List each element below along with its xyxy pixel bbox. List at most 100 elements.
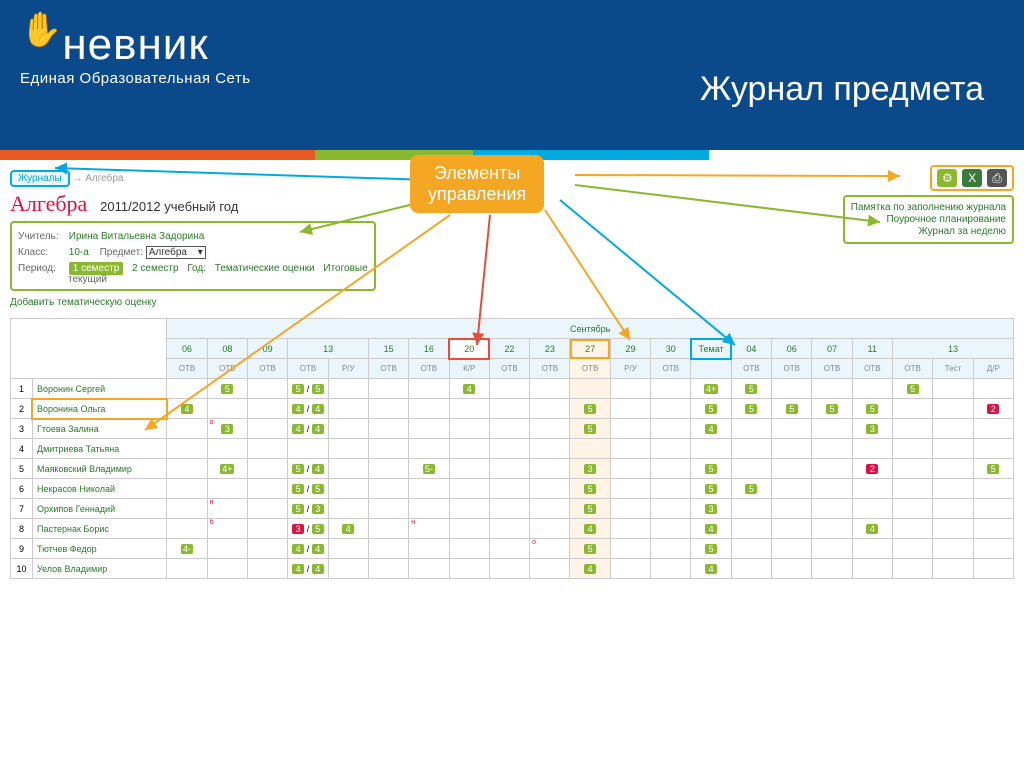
student-name[interactable]: Гтоева Залина — [32, 419, 166, 439]
grade-cell[interactable] — [691, 439, 731, 459]
grade-cell[interactable]: 5 / 5 — [288, 479, 328, 499]
grade-cell[interactable] — [892, 419, 932, 439]
grade-cell[interactable]: 5 — [812, 399, 852, 419]
grade-cell[interactable]: 5 — [772, 399, 812, 419]
grade-cell[interactable] — [651, 559, 691, 579]
date-header[interactable]: 04 — [731, 339, 771, 359]
grade-cell[interactable] — [530, 479, 570, 499]
grade-cell[interactable]: 5 — [207, 379, 247, 399]
grade-cell[interactable]: 4 — [691, 419, 731, 439]
grade-cell[interactable] — [167, 499, 207, 519]
grade-cell[interactable] — [892, 519, 932, 539]
grade-cell[interactable]: 4- — [167, 539, 207, 559]
date-header[interactable]: 30 — [651, 339, 691, 359]
grade-cell[interactable] — [328, 459, 368, 479]
grade-cell[interactable] — [489, 459, 529, 479]
grade-cell[interactable]: 5 — [892, 379, 932, 399]
grade-cell[interactable] — [530, 459, 570, 479]
grade-cell[interactable] — [933, 419, 973, 439]
grade-cell[interactable] — [247, 559, 287, 579]
grade-cell[interactable] — [328, 419, 368, 439]
period-thematic[interactable]: Тематические оценки — [215, 263, 315, 274]
date-header[interactable]: 13 — [892, 339, 1013, 359]
grade-cell[interactable] — [772, 499, 812, 519]
grade-cell[interactable] — [772, 559, 812, 579]
grade-cell[interactable]: 3 / 5 — [288, 519, 328, 539]
grade-cell[interactable] — [167, 379, 207, 399]
date-header[interactable]: 07 — [812, 339, 852, 359]
date-header[interactable]: 27 — [570, 339, 610, 359]
grade-cell[interactable]: 5 / 5 — [288, 379, 328, 399]
grade-cell[interactable]: 4 / 4 — [288, 399, 328, 419]
grade-cell[interactable] — [167, 479, 207, 499]
grade-cell[interactable] — [892, 539, 932, 559]
grade-cell[interactable] — [409, 399, 449, 419]
grade-cell[interactable] — [167, 519, 207, 539]
grade-cell[interactable] — [772, 539, 812, 559]
grade-cell[interactable] — [570, 379, 610, 399]
grade-cell[interactable]: 5 — [691, 539, 731, 559]
grade-cell[interactable] — [973, 499, 1013, 519]
grade-cell[interactable] — [892, 439, 932, 459]
student-name[interactable]: Тютчев Федор — [32, 539, 166, 559]
grade-cell[interactable] — [368, 459, 408, 479]
date-header[interactable]: 08 — [207, 339, 247, 359]
grade-cell[interactable] — [247, 499, 287, 519]
grade-cell[interactable]: 4 / 4 — [288, 559, 328, 579]
grade-cell[interactable] — [772, 459, 812, 479]
grade-cell[interactable] — [892, 499, 932, 519]
grade-cell[interactable] — [489, 499, 529, 519]
grade-cell[interactable] — [933, 519, 973, 539]
grade-cell[interactable] — [651, 539, 691, 559]
grade-cell[interactable] — [973, 439, 1013, 459]
grade-cell[interactable] — [489, 399, 529, 419]
grade-cell[interactable] — [328, 439, 368, 459]
date-header[interactable]: 13 — [288, 339, 369, 359]
grade-cell[interactable] — [973, 419, 1013, 439]
grade-cell[interactable] — [449, 519, 489, 539]
period-final[interactable]: Итоговые — [323, 263, 367, 274]
grade-cell[interactable] — [610, 379, 650, 399]
grade-cell[interactable] — [772, 479, 812, 499]
grade-cell[interactable] — [368, 519, 408, 539]
grade-cell[interactable] — [973, 519, 1013, 539]
grade-cell[interactable] — [449, 439, 489, 459]
grade-cell[interactable] — [852, 479, 892, 499]
tool-icon[interactable]: ⚙ — [937, 169, 957, 187]
grade-cell[interactable]: 5 — [852, 399, 892, 419]
grade-cell[interactable] — [489, 519, 529, 539]
grade-cell[interactable]: б — [207, 519, 247, 539]
grade-cell[interactable] — [651, 459, 691, 479]
student-name[interactable]: Некрасов Николай — [32, 479, 166, 499]
grade-cell[interactable] — [207, 479, 247, 499]
grade-cell[interactable] — [812, 479, 852, 499]
grade-cell[interactable] — [449, 559, 489, 579]
grade-cell[interactable] — [409, 539, 449, 559]
grade-cell[interactable] — [409, 559, 449, 579]
grade-cell[interactable] — [610, 419, 650, 439]
grade-cell[interactable]: 4 — [570, 519, 610, 539]
grade-cell[interactable] — [933, 539, 973, 559]
grade-cell[interactable] — [772, 379, 812, 399]
grade-cell[interactable] — [368, 419, 408, 439]
grade-cell[interactable] — [610, 519, 650, 539]
grade-cell[interactable] — [328, 399, 368, 419]
grade-cell[interactable] — [530, 419, 570, 439]
grade-cell[interactable] — [247, 419, 287, 439]
grade-cell[interactable] — [368, 559, 408, 579]
grade-cell[interactable]: 4 — [691, 519, 731, 539]
grade-cell[interactable] — [610, 479, 650, 499]
grade-cell[interactable] — [489, 439, 529, 459]
grade-cell[interactable] — [449, 399, 489, 419]
grade-cell[interactable] — [892, 479, 932, 499]
grade-cell[interactable] — [933, 459, 973, 479]
grade-cell[interactable] — [449, 459, 489, 479]
grade-cell[interactable] — [772, 419, 812, 439]
grade-cell[interactable] — [731, 559, 771, 579]
grade-cell[interactable] — [489, 379, 529, 399]
date-header[interactable]: 20 — [449, 339, 489, 359]
grade-cell[interactable]: 5 — [570, 479, 610, 499]
grade-cell[interactable]: 5 — [691, 459, 731, 479]
date-header[interactable]: 11 — [852, 339, 892, 359]
grade-cell[interactable] — [449, 539, 489, 559]
